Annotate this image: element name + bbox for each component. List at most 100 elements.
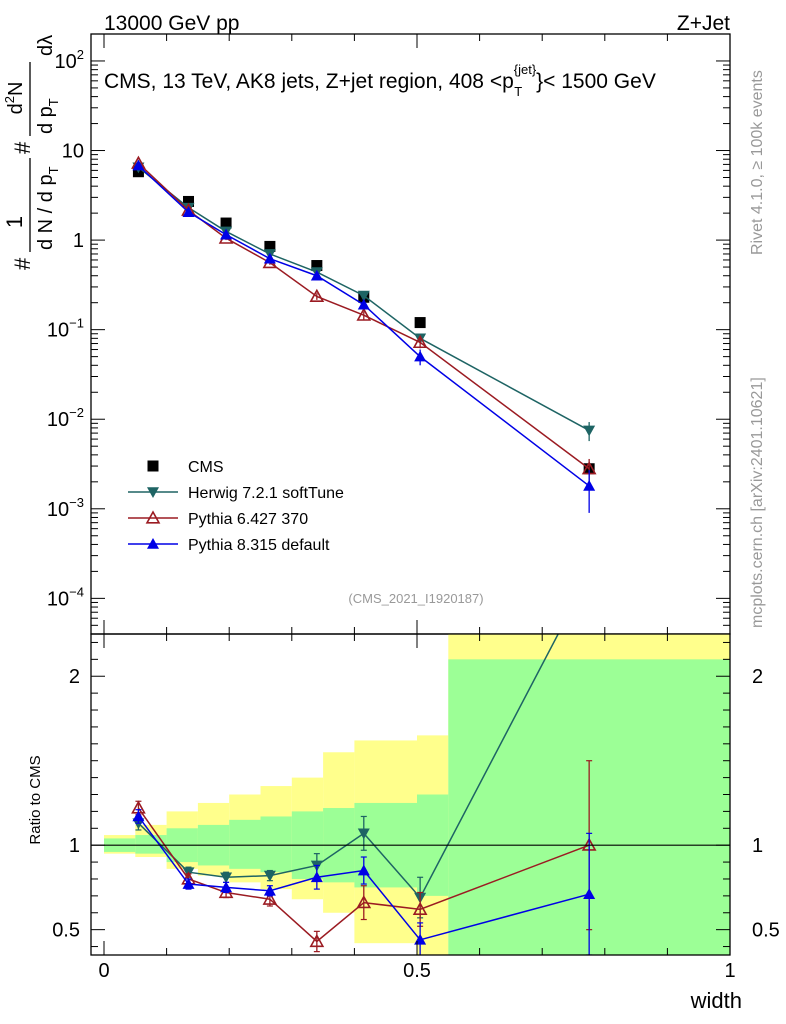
- energy-label: 13000 GeV pp: [104, 12, 239, 35]
- plot-title-main: CMS, 13 TeV, AK8 jets, Z+jet region, 408…: [104, 70, 514, 93]
- x-axis-label: width: [690, 988, 742, 1013]
- data-point: [414, 317, 426, 329]
- uncertainty-band-green: [135, 835, 167, 854]
- data-point: [310, 269, 323, 281]
- ratio-series-layer: [131, 634, 597, 955]
- data-point: [357, 298, 370, 310]
- ratio-axes: 0.5 0.5 1 1 2 2: [52, 633, 780, 956]
- legend-entry: Pythia 8.315 default: [128, 537, 330, 554]
- plot-title-sup: {jet}: [514, 62, 537, 77]
- x-tick-labels: 0 0.5 1: [98, 960, 735, 982]
- tick-base: 10: [47, 409, 69, 431]
- ylabel-dpt-sub: T: [46, 98, 61, 106]
- ylabel-dpt-text: d p: [35, 106, 57, 134]
- ratio-y-tick-label-left: 0.5: [52, 920, 80, 942]
- ratio-point: [357, 828, 370, 840]
- legend-marker: [147, 487, 159, 498]
- main-series-pythia-8-315-default: [132, 159, 596, 513]
- ratio-point: [309, 933, 325, 948]
- ratio-point: [262, 891, 278, 905]
- main-y-tick-label: 10−1: [47, 316, 84, 342]
- plot-title-sub: T: [514, 84, 522, 99]
- tick-exponent: −2: [69, 405, 84, 420]
- main-y-tick-label: 10: [62, 141, 84, 163]
- ratio-y-tick-label-right: 1: [752, 835, 763, 857]
- analysis-tag: (CMS_2021_I1920187): [348, 591, 483, 606]
- ratio-point: [310, 871, 323, 883]
- ratio-line: [137, 816, 590, 941]
- legend-entry: Herwig 7.2.1 softTune: [128, 485, 344, 502]
- data-point: [264, 240, 276, 252]
- ratio-point: [220, 881, 233, 893]
- plot-title-tail: }< 1500 GeV: [536, 70, 656, 93]
- data-point: [183, 195, 195, 207]
- main-y-tick-label: 1: [73, 230, 84, 252]
- legend-marker: [147, 460, 159, 472]
- ratio-point: [182, 878, 195, 889]
- ratio-y-tick-label-left: 1: [69, 835, 80, 857]
- legend-entry: Pythia 6.427 370: [128, 510, 308, 528]
- legend: CMS Herwig 7.2.1 softTune Pythia 6.427 370…: [128, 459, 344, 554]
- ylabel-den-text: d N / d p: [35, 174, 57, 250]
- ylabel-n: N: [5, 82, 27, 96]
- ratio-y-tick-label-right: 0.5: [752, 920, 780, 942]
- legend-label: Pythia 6.427 370: [188, 511, 308, 528]
- data-point: [356, 307, 372, 321]
- main-frame: [90, 33, 731, 635]
- data-point: [583, 425, 596, 437]
- plot-title: CMS, 13 TeV, AK8 jets, Z+jet region, 408…: [104, 62, 656, 99]
- main-y-tick-label: 10−4: [47, 584, 84, 610]
- ratio-y-tick-label-right: 2: [752, 666, 763, 688]
- data-point: [182, 206, 195, 217]
- tick-base: 10: [47, 499, 69, 521]
- tick-base: 10: [47, 320, 69, 342]
- y-axis-label: # 1 d N / d pT # d pT d2N dλ: [2, 35, 61, 270]
- legend-marker: [147, 538, 159, 549]
- tick-base: 10: [55, 51, 77, 73]
- uncertainty-band-green: [229, 819, 261, 869]
- main-y-tick-label: 102: [55, 47, 84, 73]
- main-y-tick-label: 10−2: [47, 405, 84, 431]
- x-tick-label: 0.5: [403, 960, 431, 982]
- ratio-point: [220, 872, 233, 884]
- ratio-point: [132, 810, 145, 822]
- series-line: [137, 166, 590, 432]
- tick-exponent: −4: [69, 584, 84, 599]
- ratio-line: [137, 807, 590, 943]
- ylabel-dlambda: dλ: [35, 35, 57, 56]
- ratio-point: [357, 864, 370, 876]
- ratio-line: [137, 634, 560, 899]
- data-point: [357, 290, 370, 302]
- ratio-point: [583, 888, 596, 899]
- ratio-point: [263, 870, 276, 882]
- main-series-pythia-6-427-370: [131, 155, 597, 482]
- ratio-bands: [104, 634, 730, 955]
- data-point: [132, 159, 145, 171]
- legend-label: CMS: [188, 459, 224, 476]
- ylabel-d: d: [5, 103, 27, 114]
- ylabel-den-sub: T: [46, 166, 61, 174]
- legend-label: Pythia 8.315 default: [188, 537, 330, 554]
- ratio-y-tick-label-left: 2: [69, 666, 80, 688]
- legend-marker: [145, 510, 161, 524]
- ratio-point: [412, 901, 428, 915]
- data-point: [309, 288, 325, 303]
- ylabel-hash2: #: [10, 141, 35, 154]
- legend-entry: CMS: [147, 459, 224, 476]
- data-point: [414, 350, 427, 362]
- process-label: Z+Jet: [677, 12, 730, 35]
- ylabel-den: d N / d pT: [35, 166, 61, 250]
- main-y-tick-label: 10−3: [47, 495, 84, 521]
- ylabel-d2n: d2N: [2, 82, 27, 115]
- data-point: [412, 334, 428, 349]
- ylabel-dpt: d pT: [35, 98, 61, 134]
- tick-exponent: −1: [69, 316, 84, 331]
- ratio-point: [356, 894, 372, 909]
- ylabel-d-sup: 2: [2, 96, 17, 103]
- series-line: [137, 164, 590, 487]
- legend-label: Herwig 7.2.1 softTune: [188, 485, 344, 502]
- ratio-series-clipped: [131, 634, 597, 955]
- ratio-y-axis-label: Ratio to CMS: [27, 755, 44, 844]
- data-point: [263, 252, 276, 264]
